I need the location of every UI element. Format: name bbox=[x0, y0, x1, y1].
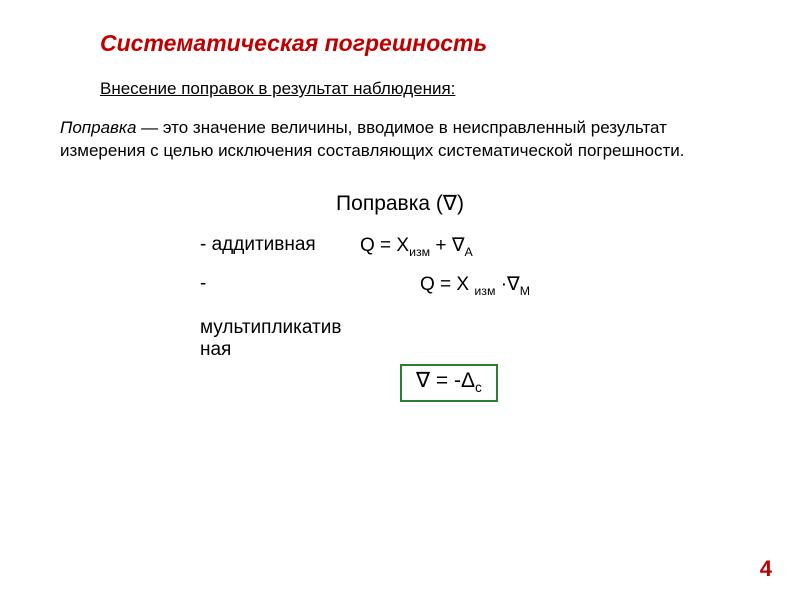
multiplicative-label-wrapper: - мультипликатив ная bbox=[200, 273, 420, 361]
multiplicative-label-line1: мультипликатив bbox=[200, 317, 341, 338]
multiplicative-label: мультипликатив ная bbox=[200, 317, 420, 361]
multiplicative-rhs-sym: ∇ bbox=[507, 274, 520, 295]
multiplicative-lhs-sub: изм bbox=[474, 283, 495, 297]
multiplicative-label-line2: ная bbox=[200, 339, 231, 360]
additive-lhs: Q = X bbox=[360, 235, 409, 256]
additive-expression: Q = Xизм + ∇А bbox=[360, 234, 473, 259]
boxed-eq: = -Δ bbox=[430, 369, 475, 392]
additive-lhs-sub: изм bbox=[409, 245, 430, 259]
correction-heading: Поправка (∇) bbox=[60, 191, 740, 216]
definition-dash: — bbox=[136, 118, 162, 137]
page-number: 4 bbox=[760, 556, 772, 582]
nabla-symbol: ∇ bbox=[443, 192, 457, 215]
additive-rhs-sub: А bbox=[465, 245, 473, 259]
slide-page: Систематическая погрешность Внесение поп… bbox=[0, 0, 800, 600]
multiplicative-expression: Q = X изм ·∇М bbox=[420, 273, 530, 298]
multiplicative-rhs-sub: М bbox=[520, 283, 530, 297]
multiplicative-bullet-line: - bbox=[200, 273, 420, 295]
definition-paragraph: Поправка — это значение величины, вводим… bbox=[60, 117, 740, 163]
page-title: Систематическая погрешность bbox=[100, 30, 740, 57]
formula-block: - аддитивная Q = Xизм + ∇А - мультиплика… bbox=[200, 234, 740, 402]
additive-rhs-sym: ∇ bbox=[452, 235, 465, 256]
boxed-lhs-sym: ∇ bbox=[416, 369, 430, 392]
section-subtitle: Внесение поправок в результат наблюдения… bbox=[100, 79, 740, 99]
multiplicative-formula-row: - мультипликатив ная Q = X изм ·∇М bbox=[200, 273, 740, 361]
correction-heading-text: Поправка ( bbox=[336, 192, 443, 215]
multiplicative-lhs: Q = X bbox=[420, 274, 474, 295]
multiplicative-bullet: - bbox=[200, 273, 206, 294]
definition-term: Поправка bbox=[60, 118, 136, 137]
multiplicative-op: · bbox=[495, 274, 507, 295]
boxed-sub: с bbox=[475, 381, 482, 396]
additive-op: + bbox=[430, 235, 452, 256]
additive-label: - аддитивная bbox=[200, 234, 360, 256]
additive-formula-row: - аддитивная Q = Xизм + ∇А bbox=[200, 234, 740, 259]
correction-heading-close: ) bbox=[457, 192, 464, 215]
boxed-formula: ∇ = -Δс bbox=[400, 364, 498, 401]
boxed-formula-wrapper: ∇ = -Δс bbox=[200, 360, 740, 401]
